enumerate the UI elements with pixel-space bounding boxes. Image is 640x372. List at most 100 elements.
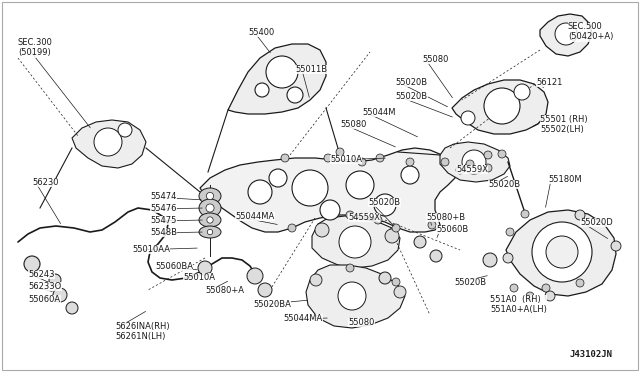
Circle shape — [379, 272, 391, 284]
Circle shape — [247, 268, 263, 284]
Polygon shape — [452, 80, 548, 134]
Circle shape — [269, 169, 287, 187]
Circle shape — [255, 83, 269, 97]
Circle shape — [206, 192, 214, 200]
Text: 56243: 56243 — [28, 270, 54, 279]
Text: 55010AA: 55010AA — [132, 245, 170, 254]
Circle shape — [207, 217, 213, 223]
Circle shape — [374, 216, 382, 224]
Circle shape — [315, 223, 329, 237]
Circle shape — [394, 286, 406, 298]
Text: 55080: 55080 — [340, 120, 366, 129]
Circle shape — [346, 211, 354, 219]
Circle shape — [498, 150, 506, 158]
Polygon shape — [506, 210, 616, 296]
Text: 55044M: 55044M — [362, 108, 396, 117]
Circle shape — [320, 200, 340, 220]
Text: J43102JN: J43102JN — [570, 350, 613, 359]
Text: 55060B: 55060B — [436, 225, 468, 234]
Text: 55501 (RH)
55502(LH): 55501 (RH) 55502(LH) — [540, 115, 588, 134]
Circle shape — [24, 256, 40, 272]
Polygon shape — [540, 14, 592, 56]
Text: 54559X: 54559X — [348, 213, 380, 222]
Circle shape — [483, 253, 497, 267]
Circle shape — [510, 284, 518, 292]
Circle shape — [338, 282, 366, 310]
Circle shape — [324, 154, 332, 162]
Circle shape — [430, 250, 442, 262]
Text: 55080+B: 55080+B — [426, 213, 465, 222]
Circle shape — [292, 170, 328, 206]
Circle shape — [392, 224, 400, 232]
Circle shape — [266, 56, 298, 88]
Text: 55044MA: 55044MA — [235, 212, 275, 221]
Circle shape — [526, 292, 534, 300]
Ellipse shape — [199, 213, 221, 227]
Circle shape — [358, 158, 366, 166]
Circle shape — [428, 221, 436, 229]
Ellipse shape — [199, 226, 221, 238]
Circle shape — [503, 253, 513, 263]
Text: 56230: 56230 — [32, 178, 58, 187]
Text: 55080: 55080 — [348, 318, 374, 327]
Text: 55011B: 55011B — [295, 65, 327, 74]
Circle shape — [207, 229, 212, 235]
Text: 55060A: 55060A — [28, 295, 60, 304]
Text: 55044MA: 55044MA — [283, 314, 323, 323]
Circle shape — [392, 278, 400, 286]
Text: 55020B: 55020B — [395, 78, 427, 87]
Circle shape — [466, 160, 474, 168]
Circle shape — [532, 222, 592, 282]
Text: 55476: 55476 — [150, 204, 177, 213]
Circle shape — [545, 291, 555, 301]
Text: 55180M: 55180M — [548, 175, 582, 184]
Circle shape — [53, 288, 67, 302]
Circle shape — [346, 171, 374, 199]
Text: 5548B: 5548B — [150, 228, 177, 237]
Text: 55020B: 55020B — [395, 92, 427, 101]
Circle shape — [521, 210, 529, 218]
Circle shape — [118, 123, 132, 137]
Circle shape — [281, 154, 289, 162]
Text: 55400: 55400 — [248, 28, 275, 37]
Circle shape — [374, 194, 396, 216]
Ellipse shape — [199, 188, 221, 204]
Circle shape — [258, 283, 272, 297]
Text: 55020D: 55020D — [580, 218, 612, 227]
Circle shape — [414, 236, 426, 248]
Circle shape — [336, 148, 344, 156]
Text: 55080+A: 55080+A — [205, 286, 244, 295]
Circle shape — [49, 274, 61, 286]
Circle shape — [555, 23, 577, 45]
Circle shape — [484, 88, 520, 124]
Circle shape — [339, 226, 371, 258]
Circle shape — [462, 150, 486, 174]
Circle shape — [287, 87, 303, 103]
Text: 55020B: 55020B — [488, 180, 520, 189]
Circle shape — [542, 284, 550, 292]
Text: 55020B: 55020B — [368, 198, 400, 207]
Text: 55020BA: 55020BA — [253, 300, 291, 309]
Circle shape — [66, 302, 78, 314]
Text: 55010A: 55010A — [330, 155, 362, 164]
Text: 56233O: 56233O — [28, 282, 61, 291]
Polygon shape — [200, 148, 455, 232]
Polygon shape — [312, 216, 400, 268]
Circle shape — [506, 228, 514, 236]
Circle shape — [385, 229, 399, 243]
Circle shape — [406, 158, 414, 166]
Circle shape — [401, 166, 419, 184]
Circle shape — [576, 279, 584, 287]
Circle shape — [206, 204, 214, 212]
Circle shape — [441, 158, 449, 166]
Text: 54559X: 54559X — [456, 165, 488, 174]
Text: 55080: 55080 — [422, 55, 449, 64]
Polygon shape — [306, 265, 405, 328]
Text: 55060BA: 55060BA — [155, 262, 193, 271]
Text: SEC.300
(50199): SEC.300 (50199) — [18, 38, 53, 57]
Circle shape — [288, 224, 296, 232]
Circle shape — [94, 128, 122, 156]
Polygon shape — [72, 120, 146, 168]
Text: 5626INA(RH)
56261N(LH): 5626INA(RH) 56261N(LH) — [115, 322, 170, 341]
Circle shape — [456, 166, 464, 174]
